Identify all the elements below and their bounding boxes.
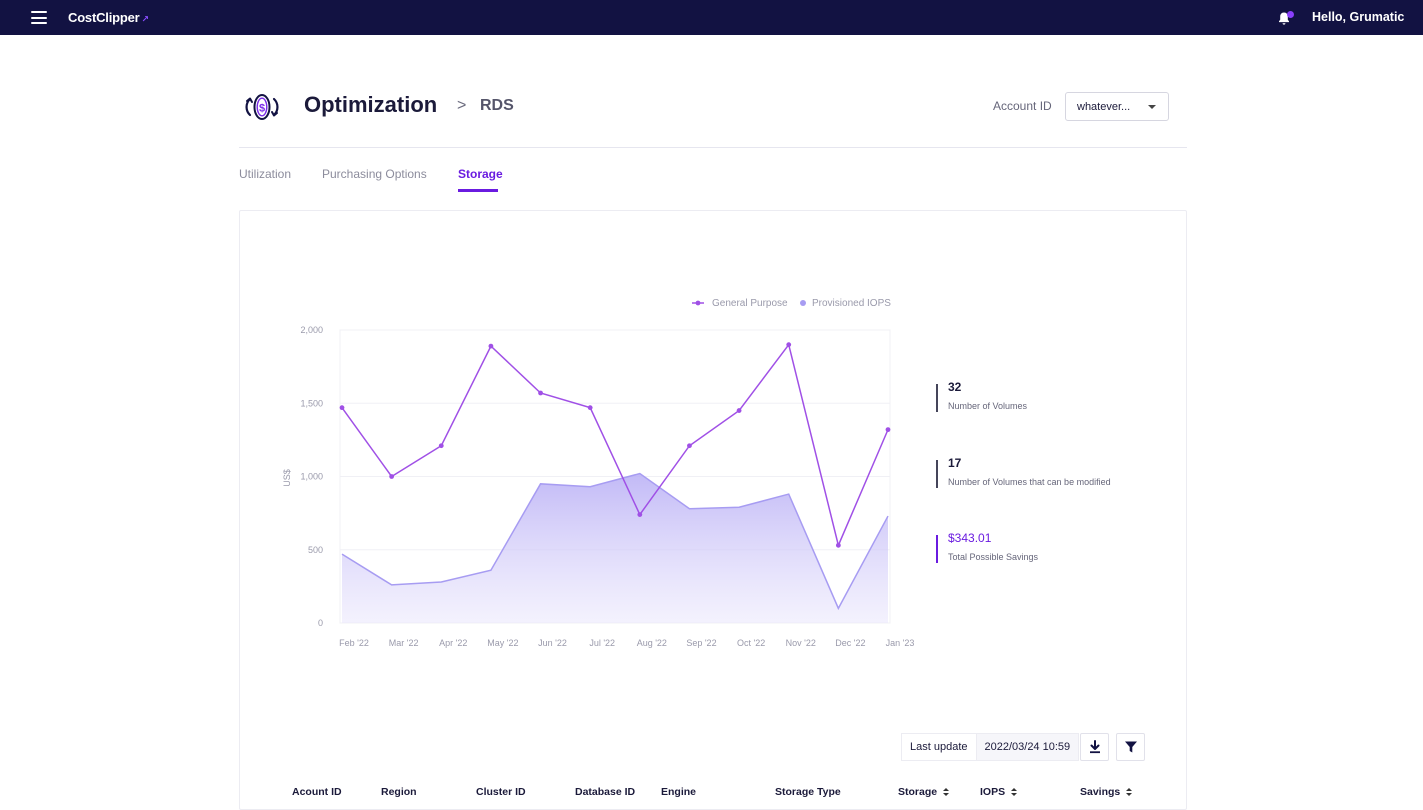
- stat-label: Number of Volumes that can be modified: [948, 477, 1111, 487]
- area-fill-provisioned-iops: [342, 473, 888, 623]
- column-header-savings[interactable]: Savings: [1080, 786, 1133, 798]
- breadcrumb-separator-icon: >: [457, 97, 467, 114]
- stat-bar: [936, 535, 938, 563]
- top-navigation-bar: CostClipper ↗ Hello, Grumatic: [0, 0, 1423, 35]
- account-id-value: whatever...: [1077, 100, 1131, 113]
- notification-bell-icon[interactable]: [1276, 10, 1292, 26]
- x-tick-label: Mar '22: [389, 638, 419, 648]
- data-point-general-purpose: [538, 390, 543, 396]
- y-tick-label: 1,500: [300, 398, 323, 408]
- tab-utilization[interactable]: Utilization: [239, 167, 292, 181]
- header-divider: [239, 147, 1187, 148]
- sort-icon[interactable]: [1126, 787, 1133, 797]
- data-point-general-purpose: [835, 542, 841, 548]
- brand-logo[interactable]: CostClipper ↗: [68, 10, 149, 25]
- stat-bar: [936, 460, 938, 488]
- tab-storage[interactable]: Storage: [458, 167, 503, 181]
- menu-icon[interactable]: [31, 11, 47, 24]
- column-header-storage[interactable]: Storage: [898, 786, 950, 798]
- sort-icon[interactable]: [943, 787, 950, 797]
- download-button[interactable]: [1080, 733, 1109, 761]
- chevron-down-icon: [1148, 105, 1156, 109]
- x-tick-label: Jan '23: [886, 638, 915, 648]
- last-update-value: 2022/03/24 10:59: [975, 734, 1079, 760]
- data-point-general-purpose: [339, 405, 345, 411]
- stat-bar: [936, 384, 938, 412]
- column-header-region[interactable]: Region: [381, 786, 417, 798]
- series-line-provisioned-iops: [341, 472, 889, 611]
- y-tick-label: 1,000: [300, 472, 323, 482]
- data-point-general-purpose: [637, 512, 643, 517]
- breadcrumb-current: RDS: [480, 97, 514, 114]
- legend-marker-provisioned-iops: [800, 300, 806, 306]
- data-point-general-purpose: [438, 443, 444, 449]
- x-tick-label: Nov '22: [786, 638, 816, 648]
- legend-marker-general-purpose: [695, 300, 701, 306]
- data-point-general-purpose: [687, 443, 692, 449]
- svg-text:$: $: [259, 103, 265, 115]
- legend-label-general-purpose: General Purpose: [712, 298, 788, 309]
- user-greeting[interactable]: Hello, Grumatic: [1312, 10, 1405, 24]
- column-header-account-id[interactable]: Acount ID: [292, 786, 342, 798]
- x-tick-label: Sep '22: [686, 638, 716, 648]
- data-point-general-purpose: [488, 343, 494, 349]
- x-tick-label: Feb '22: [339, 638, 369, 648]
- x-tick-label: Oct '22: [737, 638, 765, 648]
- y-tick-label: 500: [308, 545, 323, 555]
- x-tick-label: Jul '22: [589, 638, 615, 648]
- stat-value: 17: [948, 456, 962, 470]
- x-tick-label: Dec '22: [835, 638, 865, 648]
- column-header-database-id[interactable]: Database ID: [575, 786, 636, 798]
- stat-value: $343.01: [948, 531, 992, 545]
- x-tick-label: Apr '22: [439, 638, 467, 648]
- last-update-box: Last update 2022/03/24 10:59: [901, 733, 1080, 761]
- sort-icon[interactable]: [1011, 787, 1018, 797]
- brand-mark-icon: ↗: [141, 14, 149, 24]
- column-header-storage-type[interactable]: Storage Type: [775, 786, 841, 798]
- stat-label: Number of Volumes: [948, 401, 1028, 411]
- legend-label-provisioned-iops: Provisioned IOPS: [812, 298, 891, 309]
- stat-value: 32: [948, 380, 962, 394]
- page-title: Optimization: [304, 92, 438, 117]
- x-tick-label: May '22: [487, 638, 518, 648]
- filter-icon: [1124, 741, 1137, 753]
- download-icon: [1089, 740, 1100, 754]
- x-tick-label: Aug '22: [637, 638, 667, 648]
- account-id-select[interactable]: whatever...: [1065, 92, 1169, 121]
- y-axis-label: US$: [282, 469, 292, 487]
- data-point-general-purpose: [786, 342, 792, 348]
- optimization-coin-icon: $: [245, 94, 279, 120]
- y-tick-label: 2,000: [300, 325, 323, 335]
- active-tab-indicator: [458, 189, 498, 192]
- y-tick-label: 0: [318, 618, 323, 628]
- data-point-general-purpose: [885, 427, 891, 433]
- series-line-general-purpose: [341, 342, 889, 548]
- column-header-cluster-id[interactable]: Cluster ID: [476, 786, 526, 798]
- column-header-engine[interactable]: Engine: [661, 786, 697, 798]
- account-id-label: Account ID: [993, 99, 1052, 113]
- data-point-general-purpose: [587, 405, 593, 411]
- stat-label: Total Possible Savings: [948, 552, 1039, 562]
- data-point-general-purpose: [389, 474, 395, 479]
- column-header-iops[interactable]: IOPS: [980, 786, 1018, 798]
- last-update-label: Last update: [910, 741, 968, 753]
- notification-badge: [1287, 11, 1294, 18]
- tab-purchasing-options[interactable]: Purchasing Options: [322, 167, 427, 181]
- x-tick-label: Jun '22: [538, 638, 567, 648]
- filter-button[interactable]: [1116, 733, 1145, 761]
- data-point-general-purpose: [736, 408, 742, 413]
